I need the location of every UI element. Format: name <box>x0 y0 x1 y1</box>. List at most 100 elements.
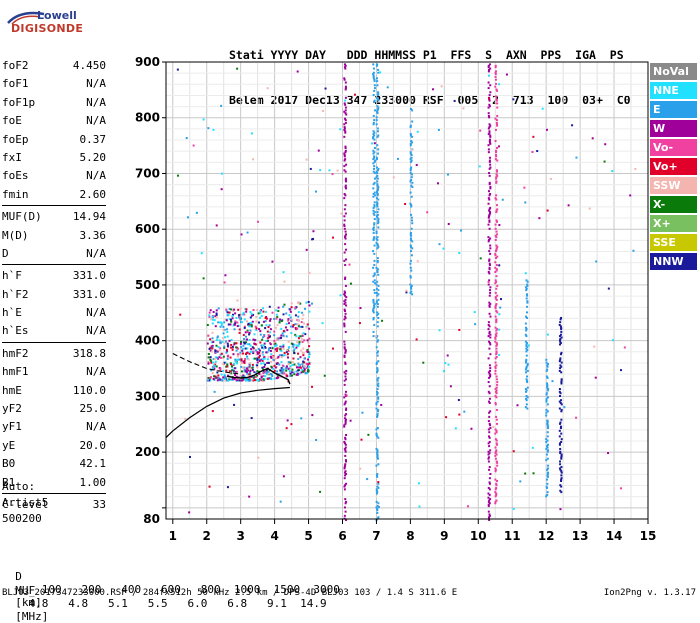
echo-mark <box>460 229 463 232</box>
echo-mark <box>524 333 527 336</box>
echo-mark <box>208 311 211 314</box>
echo-mark <box>494 85 497 88</box>
echo-mark <box>495 364 498 367</box>
echo-mark <box>494 279 497 282</box>
echo-mark <box>376 259 379 262</box>
echo-mark <box>487 112 490 115</box>
echo-mark <box>235 375 238 378</box>
echo-mark <box>444 362 447 365</box>
echo-mark <box>410 153 413 156</box>
echo-mark <box>524 326 527 329</box>
echo-mark <box>376 351 379 354</box>
param-value: N/A <box>86 77 106 91</box>
echo-mark <box>410 176 413 179</box>
param-row-d: D N/A <box>2 245 106 263</box>
echo-mark <box>376 369 379 372</box>
echo-mark <box>210 350 213 353</box>
echo-mark <box>297 311 300 314</box>
echo-mark <box>494 491 497 494</box>
echo-mark <box>219 347 222 350</box>
echo-mark <box>278 319 281 322</box>
param-value: 5.20 <box>79 150 107 164</box>
echo-mark <box>241 347 244 350</box>
echo-mark <box>254 325 257 328</box>
echo-mark <box>216 356 219 359</box>
echo-mark <box>525 297 528 300</box>
echo-mark <box>488 445 491 448</box>
param-name: foEp <box>2 132 29 146</box>
echo-mark <box>256 358 259 361</box>
echo-mark <box>495 418 498 421</box>
echo-mark <box>375 156 378 159</box>
echo-mark <box>343 259 346 262</box>
echo-mark <box>218 378 221 381</box>
echo-mark <box>266 373 269 376</box>
echo-mark <box>489 91 492 94</box>
param-row-ye: yE 20.0 <box>2 437 106 455</box>
echo-mark <box>236 353 239 356</box>
echo-mark <box>376 509 379 512</box>
echo-mark <box>308 271 311 274</box>
echo-mark <box>376 280 379 283</box>
echo-mark <box>243 342 246 345</box>
echo-mark <box>290 302 293 305</box>
echo-mark <box>488 266 491 269</box>
param-row-fof2: foF2 4.450 <box>2 57 106 75</box>
echo-mark <box>559 468 562 471</box>
echo-mark <box>344 212 347 215</box>
echo-mark <box>377 208 380 211</box>
echo-mark <box>302 332 305 335</box>
echo-mark <box>376 485 379 488</box>
f2-trace-line <box>226 367 291 385</box>
echo-mark <box>558 360 561 363</box>
echo-mark <box>376 454 379 457</box>
echo-mark <box>343 227 346 230</box>
echo-mark <box>560 361 563 364</box>
echo-mark <box>409 151 412 154</box>
echo-mark <box>344 119 347 122</box>
echo-mark <box>285 365 288 368</box>
echo-mark <box>288 314 291 317</box>
echo-mark <box>343 466 346 469</box>
echo-mark <box>495 392 498 395</box>
echo-mark <box>344 361 347 364</box>
echo-mark <box>374 194 377 197</box>
echo-mark <box>560 454 563 457</box>
echo-mark <box>241 349 244 352</box>
echo-mark <box>343 485 346 488</box>
echo-mark <box>496 245 499 248</box>
echo-mark <box>296 344 299 347</box>
echo-mark <box>373 165 376 168</box>
echo-mark <box>322 109 325 112</box>
x-tick-label: 1 <box>169 529 177 543</box>
echo-mark <box>525 329 528 332</box>
echo-mark <box>211 347 214 350</box>
param-name: hmF1 <box>2 365 29 379</box>
echo-mark <box>546 431 549 434</box>
echo-mark <box>372 67 375 70</box>
echo-mark <box>488 392 491 395</box>
param-value: 1.00 <box>79 475 107 489</box>
echo-mark <box>239 318 242 321</box>
echo-mark <box>526 284 529 287</box>
echo-mark <box>488 97 491 100</box>
echo-mark <box>488 304 491 307</box>
version-footer: Ion2Png v. 1.3.17 <box>603 588 696 598</box>
echo-mark <box>372 75 375 78</box>
profile-curves <box>165 353 291 439</box>
echo-mark <box>211 337 214 340</box>
echo-mark <box>224 336 227 339</box>
echo-mark <box>495 119 498 122</box>
param-row-foes: foEs N/A <box>2 167 106 185</box>
param-row-foe: foE N/A <box>2 112 106 130</box>
echo-mark <box>494 71 497 74</box>
echo-mark <box>559 318 562 321</box>
echo-mark <box>230 369 233 372</box>
echo-mark <box>376 84 379 87</box>
echo-mark <box>277 374 280 377</box>
echo-mark <box>277 355 280 358</box>
param-row-fxi: fxI 5.20 <box>2 149 106 167</box>
echo-mark <box>411 240 414 243</box>
echo-mark <box>526 369 529 372</box>
echo-mark <box>273 351 276 354</box>
